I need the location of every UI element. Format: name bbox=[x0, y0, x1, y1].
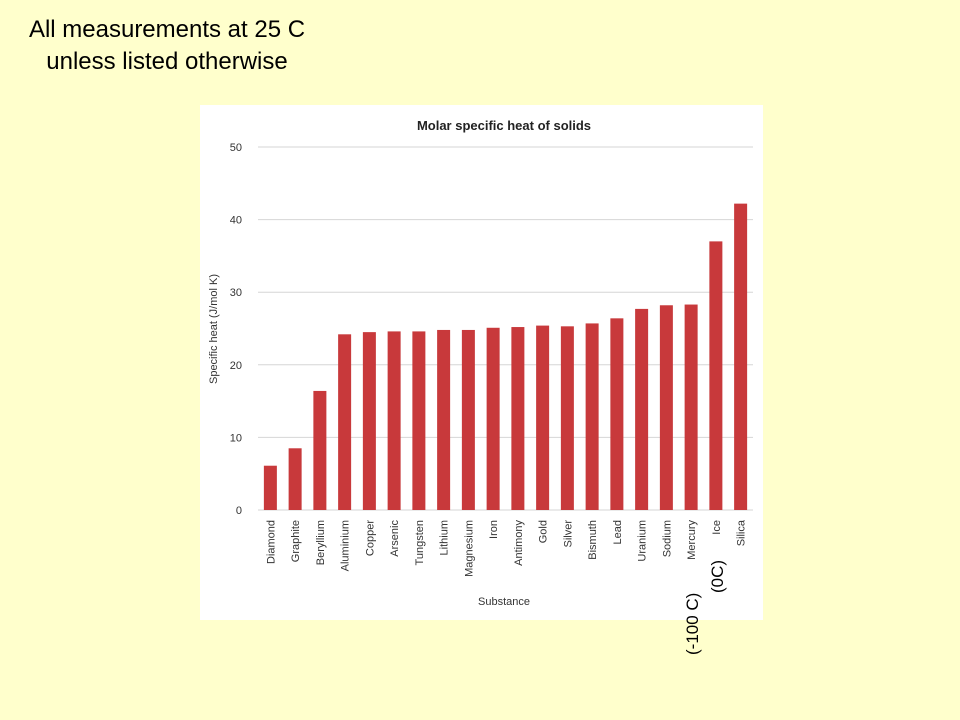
chart-title: Molar specific heat of solids bbox=[417, 118, 591, 133]
bar-aluminium bbox=[338, 334, 352, 510]
bar-beryllium bbox=[313, 390, 327, 510]
measurement-note: All measurements at 25 C unless listed o… bbox=[0, 14, 334, 78]
y-tick-label: 0 bbox=[236, 505, 242, 517]
category-label: Mercury bbox=[686, 520, 698, 560]
mercury-annotation: (-100 C) bbox=[683, 592, 702, 655]
category-label: Copper bbox=[364, 520, 376, 556]
x-axis-label: Substance bbox=[478, 596, 530, 608]
bar-graphite bbox=[288, 448, 302, 510]
y-tick-label: 30 bbox=[230, 287, 242, 299]
gridlines bbox=[258, 146, 753, 511]
category-label: Diamond bbox=[265, 520, 277, 564]
category-label: Bismuth bbox=[587, 520, 599, 560]
category-label: Graphite bbox=[290, 520, 302, 562]
y-tick-label: 10 bbox=[230, 432, 242, 444]
bars bbox=[263, 203, 748, 510]
category-label: Silver bbox=[562, 520, 574, 548]
bar-tungsten bbox=[412, 331, 426, 510]
bar-ice bbox=[709, 241, 723, 510]
category-label: Arsenic bbox=[389, 520, 401, 557]
note-line-2: unless listed otherwise bbox=[46, 48, 288, 75]
category-label: Lithium bbox=[439, 520, 451, 555]
y-axis-label: Specific heat (J/mol K) bbox=[208, 274, 220, 384]
bar-mercury bbox=[684, 304, 698, 510]
bar-bismuth bbox=[585, 323, 599, 510]
y-tick-labels: 0 10 20 30 40 50 bbox=[230, 142, 242, 517]
category-label: Tungsten bbox=[414, 520, 426, 565]
category-label: Aluminium bbox=[340, 520, 352, 571]
bar-lead bbox=[610, 318, 624, 510]
category-label: Lead bbox=[612, 520, 624, 544]
bar-iron bbox=[486, 327, 500, 510]
category-label: Sodium bbox=[661, 520, 673, 557]
bar-lithium bbox=[437, 329, 451, 510]
category-label: Ice bbox=[711, 520, 723, 535]
bar-arsenic bbox=[387, 331, 401, 510]
chart-panel: Molar specific heat of solids 0 10 20 30 40 5… bbox=[200, 105, 763, 620]
bar-uranium bbox=[635, 308, 649, 510]
category-label: Iron bbox=[488, 520, 500, 539]
y-tick-label: 40 bbox=[230, 215, 242, 227]
bar-diamond bbox=[263, 465, 277, 510]
bar-silica bbox=[734, 203, 748, 510]
bar-copper bbox=[362, 332, 376, 510]
category-label: Uranium bbox=[637, 520, 649, 562]
bar-magnesium bbox=[461, 329, 475, 510]
category-label: Beryllium bbox=[315, 520, 327, 565]
bar-antimony bbox=[511, 327, 525, 510]
bar-gold bbox=[536, 325, 550, 510]
category-label: Antimony bbox=[513, 520, 525, 566]
y-tick-label: 20 bbox=[230, 360, 242, 372]
category-label: Magnesium bbox=[463, 520, 475, 577]
ice-annotation: (0C) bbox=[708, 559, 727, 593]
bar-sodium bbox=[659, 305, 673, 510]
category-labels: Diamond Graphite Beryllium Aluminium Copper A… bbox=[265, 519, 747, 577]
category-label: Silica bbox=[736, 519, 748, 546]
category-label: Gold bbox=[538, 520, 550, 543]
bar-chart: Molar specific heat of solids 0 10 20 30 40 5… bbox=[208, 118, 753, 608]
note-line-1: All measurements at 25 C bbox=[28, 16, 306, 43]
y-tick-label: 50 bbox=[230, 142, 242, 154]
bar-silver bbox=[560, 326, 574, 510]
